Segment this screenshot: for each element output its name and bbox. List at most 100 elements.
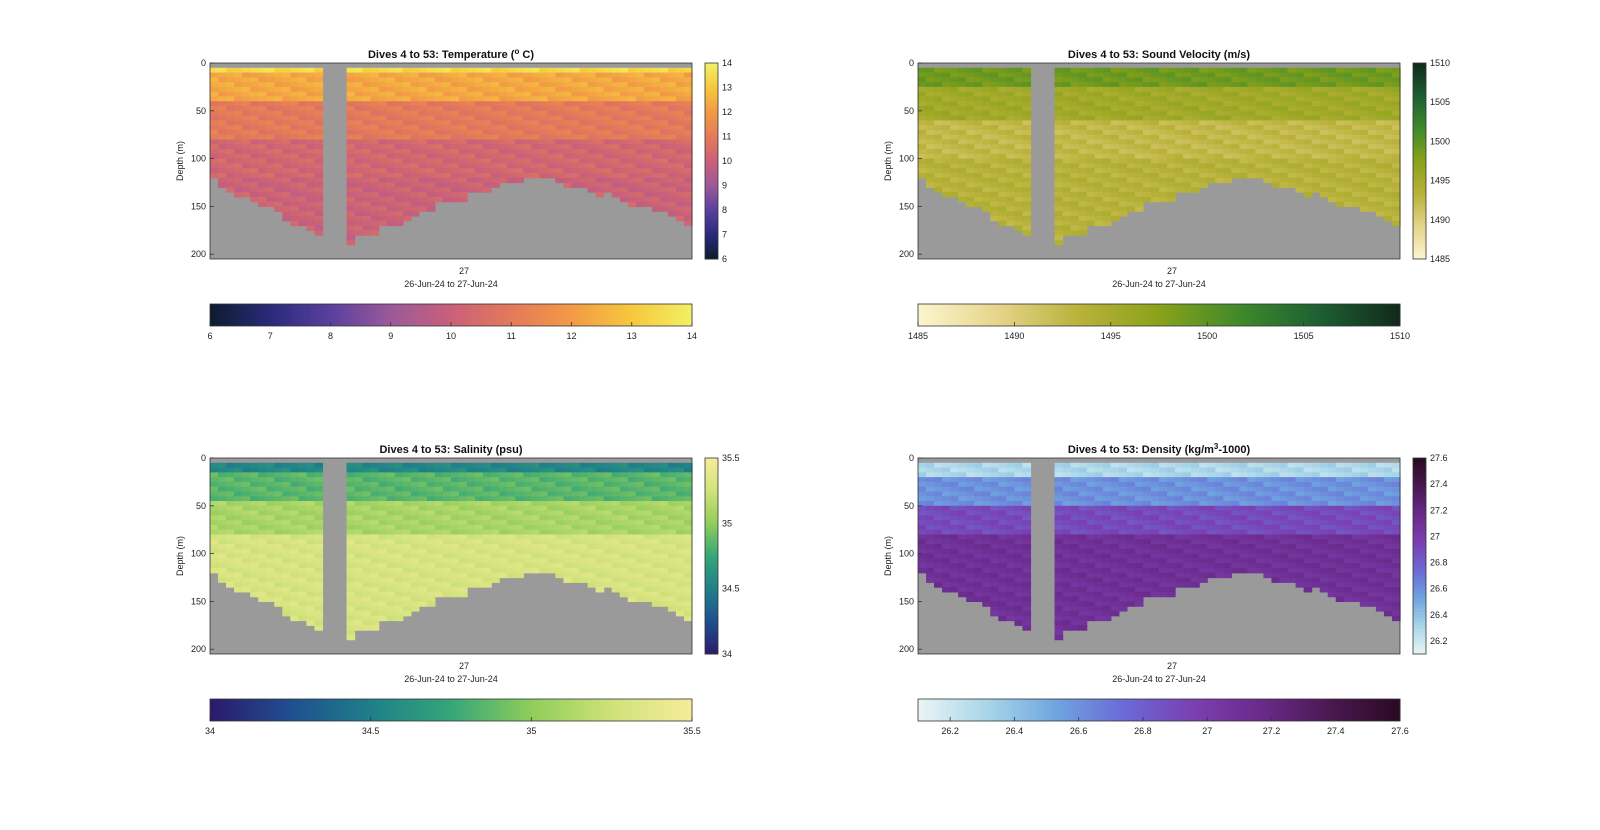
heat-cell [306,467,316,473]
heat-cell [603,168,613,174]
heat-cell [918,153,927,160]
heat-cell [346,77,356,83]
heat-cell [282,577,291,583]
heat-cell [571,125,581,131]
colorbar-segment [1070,304,1076,326]
colorbar-segment [1413,183,1426,188]
heat-cell [1335,192,1345,198]
heat-cell [539,529,548,536]
heat-cell [442,139,452,145]
heat-cell [242,158,251,164]
heat-cell [1383,144,1393,150]
heat-cell [362,505,372,512]
heat-cell [523,77,532,83]
heat-cell [410,120,420,126]
heat-cell [635,192,645,198]
heat-cell [290,472,299,478]
heat-cell [1271,125,1281,131]
colorbar-segment [1413,203,1426,208]
heat-cell [1335,168,1345,174]
heat-cell [1351,91,1361,98]
heat-cell [547,524,557,531]
colorbar-segment [398,304,404,326]
heat-cell [410,606,420,612]
heat-cell [274,106,283,112]
heat-cell [635,144,645,150]
heat-cell [1070,168,1080,174]
heat-cell [1191,67,1200,74]
heat-cell [539,101,548,107]
heat-cell [643,144,653,150]
heat-cell [1126,192,1136,198]
colorbar-segment [330,304,336,326]
heat-cell [1183,129,1192,136]
heat-cell [314,129,324,136]
heat-cell [290,192,299,198]
heat-cell [499,510,508,516]
heat-cell [579,106,589,112]
heat-cell [1223,120,1232,126]
heat-cell [1126,86,1136,93]
heat-cell [1142,106,1152,112]
heat-cell [675,120,685,126]
heat-cell [619,101,629,107]
heat-cell [1086,182,1096,188]
heat-cell [579,534,589,540]
colorbar-segment [1319,304,1325,326]
heat-cell [426,510,436,516]
heat-cell [362,134,372,141]
heat-cell [998,144,1007,150]
heat-cell [234,582,243,588]
heat-cell [434,96,444,102]
heat-cell [386,139,396,145]
heat-cell [290,172,299,179]
heat-cell [1126,144,1136,150]
heat-cell [1359,144,1369,150]
heat-cell [1094,211,1104,217]
heat-cell [314,163,324,169]
heat-cell [1239,153,1248,160]
heat-cell [266,177,275,184]
y-tick-label: 100 [899,154,914,164]
heat-cell [290,134,299,141]
heat-cell [426,520,436,526]
heat-cell [499,481,508,488]
heat-cell [1287,110,1297,117]
colorbar-segment [705,95,718,100]
colorbar-segment [926,304,931,326]
heat-cell [1142,192,1152,198]
colorbar-segment [1323,304,1329,326]
heat-cell [418,510,428,516]
heat-cell [250,534,259,540]
heat-cell [934,168,943,174]
heat-cell [1359,125,1369,131]
heat-cell [982,67,991,74]
heat-cell [1279,106,1289,112]
heat-cell [434,120,444,126]
colorbar-segment [1114,304,1120,326]
heat-cell [1223,91,1232,98]
heat-cell [442,125,452,131]
heat-cell [547,496,557,502]
heat-cell [507,67,516,74]
heat-cell [1271,86,1281,93]
heat-cell [459,486,468,493]
heat-cell [434,548,444,555]
heat-cell [1279,139,1289,145]
heat-cell [1359,163,1369,169]
heat-cell [1062,220,1072,227]
heat-cell [1183,153,1192,160]
heat-cell [515,567,524,574]
heat-cell [619,67,629,74]
heat-cell [394,601,404,607]
heat-cell [1150,149,1160,155]
heat-cell [926,101,935,107]
x-tick-label: 27 [1167,266,1177,276]
heat-cell [1150,120,1160,126]
heat-cell [210,153,219,160]
heat-cell [1062,168,1072,174]
heat-cell [507,462,516,469]
heat-cell [1319,82,1329,88]
heat-cell [1022,201,1032,208]
heat-cell [226,182,235,188]
